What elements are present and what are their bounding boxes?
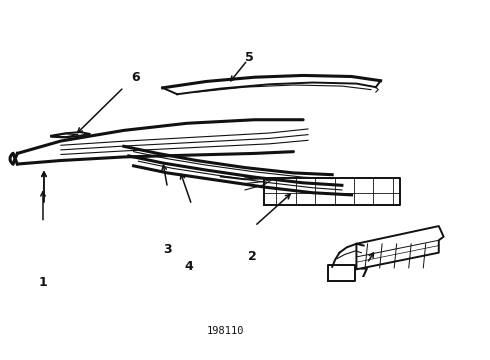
Text: 6: 6 bbox=[132, 71, 140, 84]
Text: 5: 5 bbox=[245, 51, 254, 64]
Text: 4: 4 bbox=[185, 260, 194, 273]
Text: 2: 2 bbox=[248, 250, 257, 263]
Text: 198110: 198110 bbox=[207, 326, 245, 336]
Text: 1: 1 bbox=[39, 276, 48, 289]
Text: 7: 7 bbox=[359, 267, 368, 280]
Text: 3: 3 bbox=[163, 243, 172, 256]
